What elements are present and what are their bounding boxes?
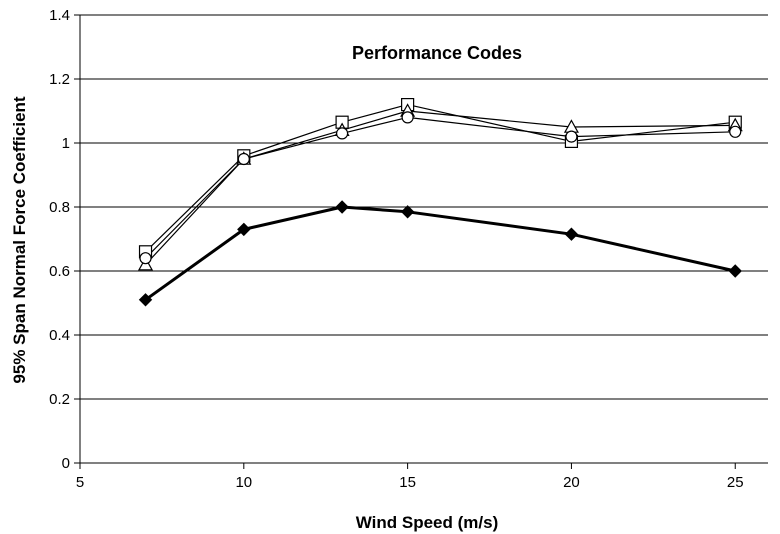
data-point-0-0: [138, 293, 153, 307]
y-tick-label-2: 0.4: [49, 327, 70, 344]
tick-labels: 0 0.2 0.4 0.6 0.8 1 1.2 1.4 5 10 15 20 25: [49, 7, 743, 491]
data-point-3-2: [335, 127, 349, 140]
y-tick-label-7: 1.4: [49, 7, 70, 24]
y-tick-label-0: 0: [62, 455, 70, 472]
x-tick-label-2: 15: [399, 474, 416, 491]
x-tick-label-3: 20: [563, 474, 580, 491]
x-tick-label-4: 25: [727, 474, 744, 491]
axes: [74, 14, 768, 469]
series-lines: [144, 103, 736, 302]
chart-title: Performance Codes: [352, 43, 522, 63]
series-line-3: [145, 116, 736, 259]
series-line-0: [144, 205, 736, 302]
y-tick-label-5: 1: [62, 135, 70, 152]
series-line-2: [145, 110, 736, 266]
series-line-1: [145, 103, 736, 253]
data-point-3-4: [565, 130, 578, 143]
x-axis-title: Wind Speed (m/s): [356, 513, 498, 532]
y-tick-label-3: 0.6: [49, 263, 70, 280]
data-point-3-3: [401, 111, 414, 124]
y-tick-label-1: 0.2: [49, 391, 70, 408]
y-axis-title: 95% Span Normal Force Coefficient: [10, 96, 29, 384]
data-point-3-1: [237, 152, 250, 166]
x-tick-label-0: 5: [76, 474, 84, 491]
gridlines: [80, 14, 768, 400]
data-point-0-4: [564, 227, 579, 241]
data-point-3-5: [729, 125, 742, 138]
data-point-3-0: [139, 252, 152, 265]
x-tick-label-1: 10: [235, 474, 252, 491]
data-point-0-2: [335, 200, 349, 214]
y-tick-label-6: 1.2: [49, 71, 70, 88]
y-tick-label-4: 0.8: [49, 199, 70, 216]
series-markers: [138, 97, 743, 307]
data-point-0-5: [728, 264, 742, 278]
data-point-0-3: [400, 205, 415, 219]
data-point-0-1: [237, 222, 251, 237]
